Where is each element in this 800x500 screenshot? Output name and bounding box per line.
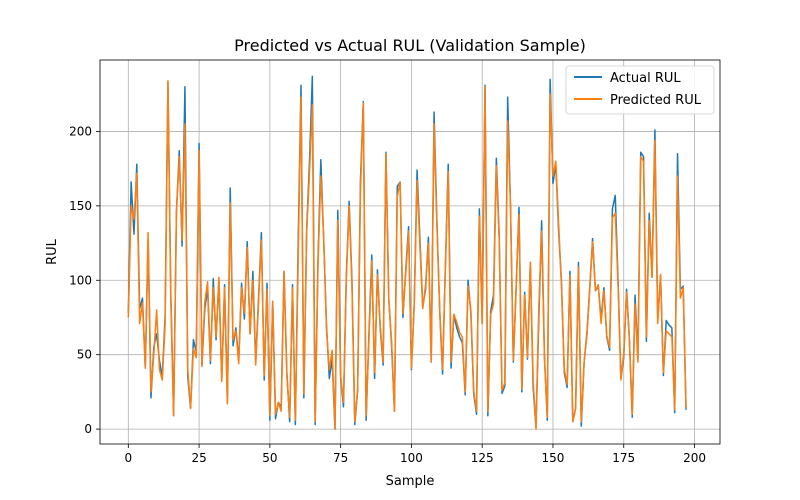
x-tick-label: 200 [683, 451, 706, 465]
x-tick-label: 75 [333, 451, 348, 465]
x-tick-label: 100 [400, 451, 423, 465]
x-tick-label: 175 [612, 451, 635, 465]
x-tick-label: 50 [262, 451, 277, 465]
y-tick-label: 50 [77, 348, 92, 362]
series-layer [127, 75, 687, 430]
x-tick-label: 150 [542, 451, 565, 465]
plot-frame [99, 59, 721, 445]
x-axis-label: Sample [386, 474, 435, 489]
chart-title: Predicted vs Actual RUL (Validation Samp… [234, 36, 586, 55]
x-tick-label: 0 [124, 451, 132, 465]
y-axis-label: RUL [45, 238, 60, 265]
grid [100, 60, 720, 444]
y-axis-ticks: 0 50 100 150 200 [69, 124, 100, 436]
y-tick-label: 100 [69, 273, 92, 287]
legend-label-actual: Actual RUL [610, 71, 681, 86]
legend-box [565, 65, 715, 115]
x-tick-label: 125 [471, 451, 494, 465]
x-axis-ticks: 0 25 50 75 100 125 150 175 200 [124, 444, 706, 465]
legend: Actual RUL Predicted RUL [565, 65, 715, 115]
y-tick-label: 150 [69, 199, 92, 213]
x-tick-label: 25 [191, 451, 206, 465]
legend-label-predicted: Predicted RUL [610, 93, 702, 108]
y-tick-label: 200 [69, 124, 92, 138]
y-tick-label: 0 [84, 422, 92, 436]
series-line-predicted-rul [127, 80, 687, 430]
